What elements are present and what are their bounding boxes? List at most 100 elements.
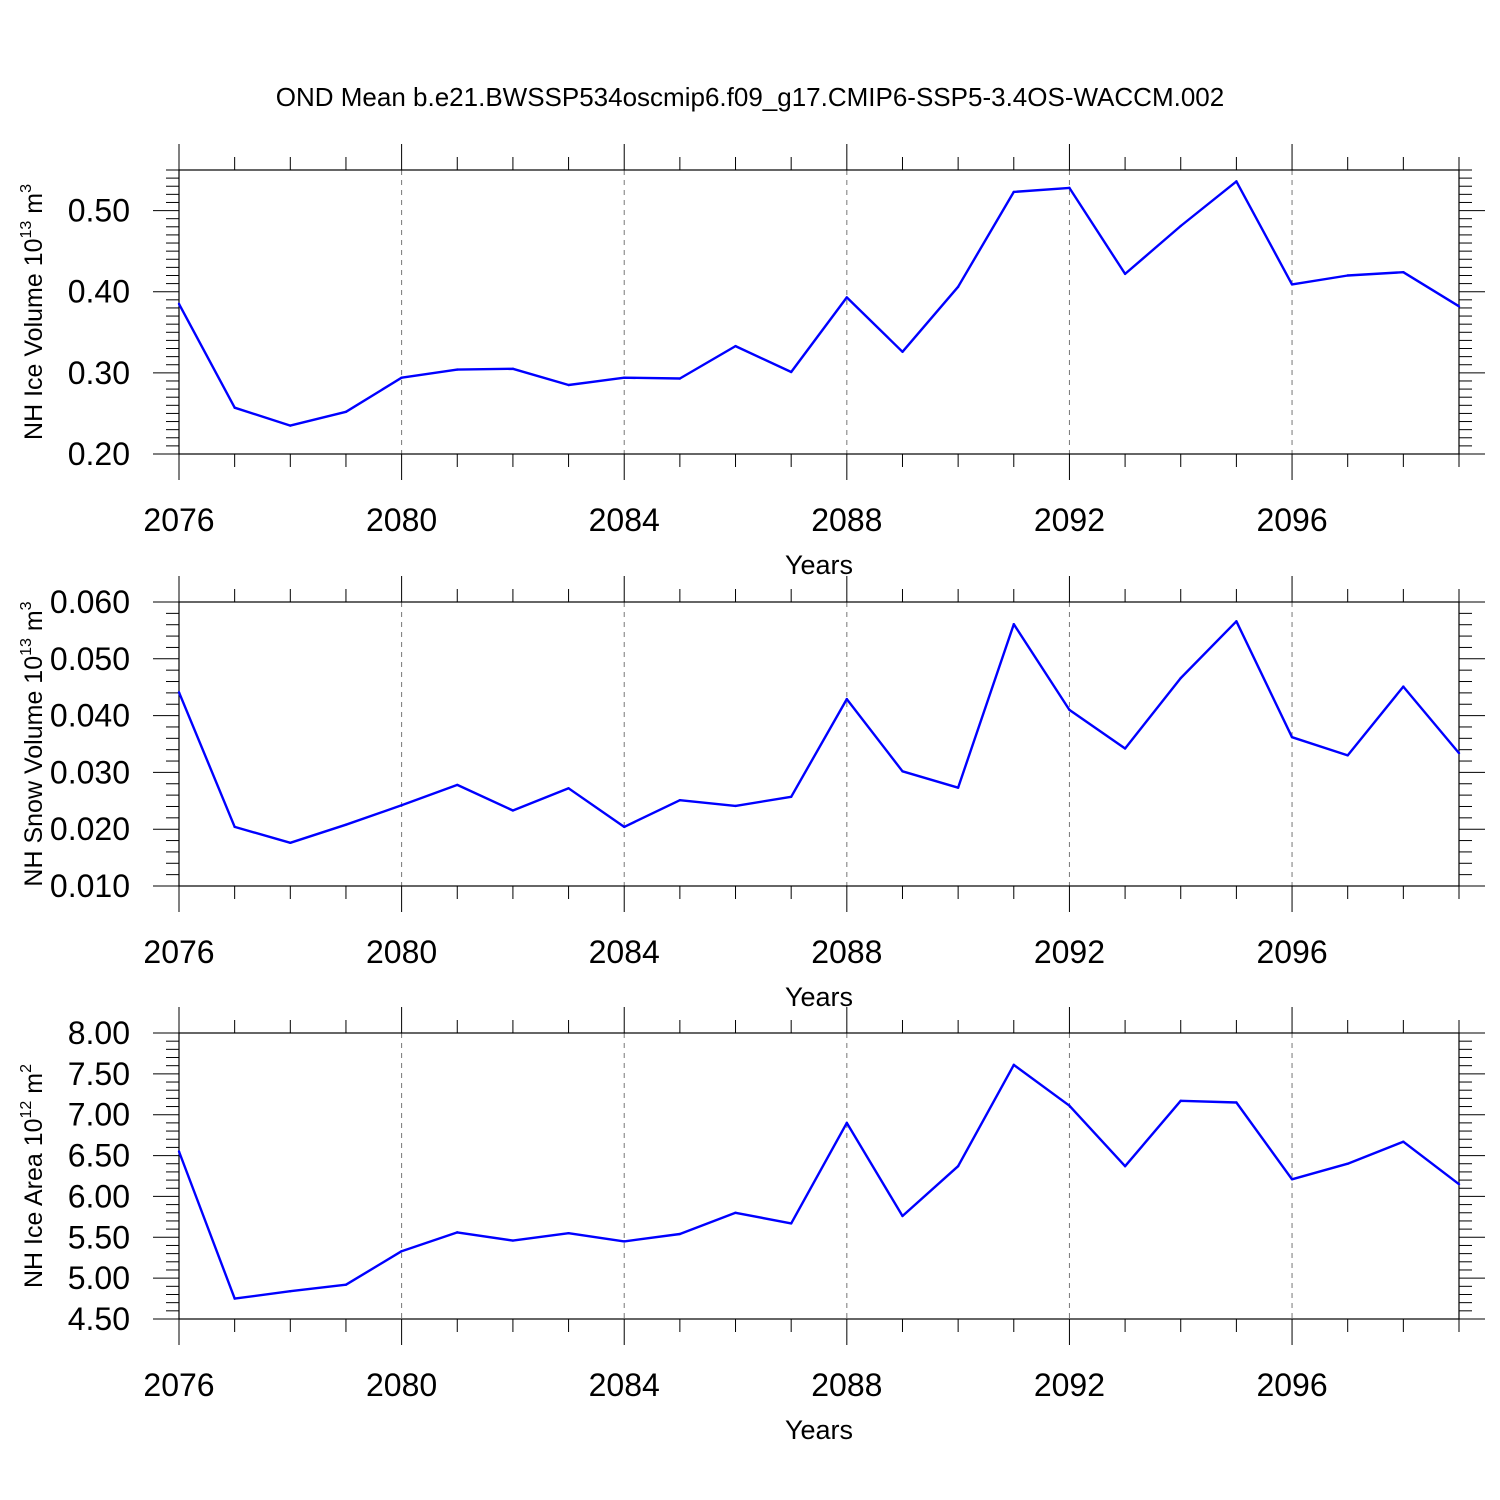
data-point: [1123, 272, 1127, 276]
data-point: [678, 377, 682, 380]
y-tick-label: 7.00: [68, 1097, 130, 1133]
data-point: [1012, 622, 1015, 626]
x-tick-label: 2088: [811, 1367, 882, 1403]
data-point: [511, 367, 515, 370]
data-point: [567, 1232, 570, 1235]
data-point: [567, 787, 570, 790]
data-point: [1402, 1140, 1405, 1143]
data-point: [623, 1240, 626, 1243]
data-point: [845, 697, 849, 701]
data-point: [400, 804, 403, 807]
x-tick-label: 2084: [589, 502, 660, 538]
y-tick-label: 6.50: [68, 1138, 130, 1174]
data-point: [1012, 1063, 1015, 1067]
data-point: [400, 1249, 403, 1253]
data-point: [456, 1231, 459, 1234]
y-tick-label: 8.00: [68, 1015, 130, 1051]
data-point: [1123, 1164, 1127, 1168]
data-point: [1457, 751, 1461, 755]
y-tick-label: 0.060: [50, 584, 130, 620]
data-point: [177, 1150, 181, 1153]
y-tick-label: 0.030: [50, 754, 130, 790]
x-tick-label: 2092: [1034, 502, 1105, 538]
x-tick-label: 2076: [143, 502, 214, 538]
data-point: [1346, 274, 1349, 277]
data-point: [456, 783, 459, 787]
data-point: [678, 799, 682, 802]
x-tick-label: 2096: [1256, 934, 1327, 970]
y-tick-label: 4.50: [68, 1301, 130, 1337]
data-point: [789, 1222, 793, 1225]
data-point: [1123, 747, 1127, 750]
data-point: [1346, 754, 1349, 757]
data-point: [344, 823, 348, 826]
data-point: [289, 1290, 292, 1293]
y-axis-label: NH Ice Area 1012 m2: [18, 1064, 48, 1288]
x-tick-label: 2084: [589, 934, 660, 970]
y-axis-label: NH Snow Volume 1013 m3: [18, 601, 48, 886]
data-point: [623, 376, 626, 379]
panel-3: 2076 2080 2084 2088 2092 2096 Years 4.50 5.00 5.5…: [18, 1007, 1485, 1445]
x-tick-label: 2080: [366, 502, 437, 538]
x-tick-label: 2088: [811, 502, 882, 538]
y-tick-label: 0.050: [50, 641, 130, 677]
data-point: [1179, 224, 1182, 228]
data-point: [1012, 190, 1015, 194]
x-tick-label: 2088: [811, 934, 882, 970]
data-point: [1457, 305, 1461, 308]
data-point: [956, 786, 960, 789]
x-tick-label: 2092: [1034, 934, 1105, 970]
data-point: [567, 383, 570, 387]
data-point: [1235, 620, 1238, 623]
y-tick-label: 0.40: [68, 274, 130, 310]
x-tick-label: 2076: [143, 934, 214, 970]
series-line: [177, 180, 1460, 427]
x-tick-label: 2092: [1034, 1367, 1105, 1403]
y-tick-label: 0.30: [68, 355, 130, 391]
figure-title: OND Mean b.e21.BWSSP534oscmip6.f09_g17.C…: [276, 82, 1224, 112]
x-tick-label: 2080: [366, 1367, 437, 1403]
y-tick-label: 7.50: [68, 1056, 130, 1092]
data-point: [678, 1232, 682, 1236]
data-point: [845, 1121, 849, 1125]
data-point: [511, 1239, 515, 1242]
data-point: [901, 770, 904, 773]
data-point: [1068, 186, 1071, 190]
plot-frame: [178, 1032, 1460, 1320]
y-tick-label: 6.00: [68, 1178, 130, 1214]
data-point: [789, 370, 793, 374]
data-point: [289, 424, 292, 427]
plot-frame: [178, 169, 1460, 455]
data-point: [1290, 735, 1294, 739]
panel-1: 2076 2080 2084 2088 2092 2096 Years 0.20 0.30 0.4…: [18, 144, 1485, 580]
x-tick-label: 2096: [1256, 502, 1327, 538]
data-point: [233, 406, 236, 409]
data-point: [1346, 1162, 1349, 1165]
data-point: [789, 795, 793, 799]
y-tick-label: 0.040: [50, 698, 130, 734]
data-point: [734, 344, 737, 348]
data-point: [233, 825, 236, 829]
panel-2: 2076 2080 2084 2088 2092 2096 Years 0.010 0.020 0…: [18, 576, 1485, 1012]
data-point: [845, 296, 849, 299]
data-point: [511, 809, 515, 812]
data-point: [1402, 271, 1405, 274]
data-point: [956, 285, 960, 289]
plot-frame: [178, 601, 1460, 887]
data-point: [400, 376, 403, 379]
x-axis-label: Years: [785, 982, 853, 1012]
data-point: [956, 1164, 960, 1168]
data-point: [344, 1283, 348, 1286]
x-tick-label: 2096: [1256, 1367, 1327, 1403]
data-point: [623, 825, 626, 829]
y-axis-label: NH Ice Volume 1013 m3: [18, 184, 48, 440]
data-point: [344, 410, 348, 414]
data-point: [289, 841, 292, 845]
series-line: [177, 620, 1460, 844]
data-point: [1290, 283, 1294, 286]
data-point: [1068, 1104, 1071, 1107]
y-tick-label: 0.20: [68, 436, 130, 472]
data-point: [1235, 1101, 1238, 1104]
data-point: [177, 302, 181, 306]
